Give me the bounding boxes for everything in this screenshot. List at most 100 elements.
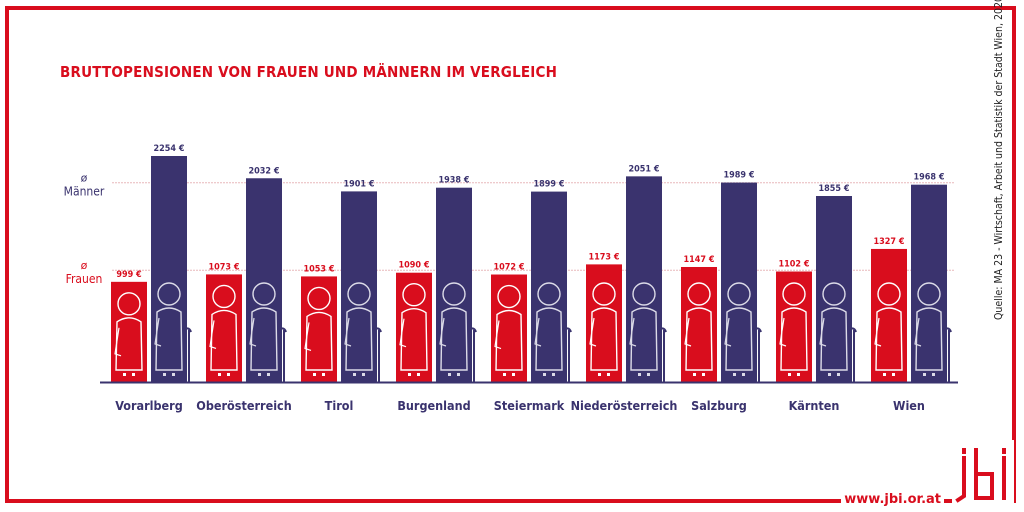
figure-head bbox=[917, 282, 941, 306]
figure-foot bbox=[552, 373, 555, 376]
category-label: Wien bbox=[893, 398, 925, 413]
cane-handle bbox=[752, 327, 762, 333]
figure-head bbox=[632, 282, 656, 306]
figure-arm bbox=[249, 317, 257, 347]
figure-arm bbox=[684, 317, 692, 347]
value-label-men: 2254 € bbox=[154, 144, 185, 154]
figure-arm bbox=[439, 317, 447, 347]
figure-body bbox=[305, 311, 333, 371]
figure-body bbox=[535, 307, 563, 371]
figure-foot bbox=[647, 373, 650, 376]
figure-arm bbox=[304, 322, 312, 351]
figure-body bbox=[495, 309, 523, 371]
figure-body bbox=[250, 307, 278, 371]
figure-body bbox=[875, 307, 903, 371]
figure-foot bbox=[693, 373, 696, 376]
grandmother-figure-icon bbox=[494, 284, 523, 376]
figure-foot bbox=[362, 373, 365, 376]
cane-handle bbox=[372, 327, 382, 333]
grandfather-figure-icon bbox=[344, 282, 382, 382]
figure-foot bbox=[408, 373, 411, 376]
average-label-women: Frauen bbox=[66, 272, 103, 286]
cane-handle bbox=[467, 327, 477, 333]
category-label: Steiermark bbox=[494, 398, 565, 413]
figure-body bbox=[440, 307, 468, 371]
grandfather-figure-icon bbox=[154, 282, 192, 382]
figure-head bbox=[592, 282, 616, 306]
category-label: Niederösterreich bbox=[571, 398, 678, 413]
website-link[interactable]: www.jbi.or.at bbox=[841, 492, 944, 508]
value-label-women: 1327 € bbox=[874, 237, 905, 247]
figure-arm bbox=[399, 318, 407, 348]
figure-body bbox=[725, 307, 753, 371]
category-label: Burgenland bbox=[397, 398, 470, 413]
figure-foot bbox=[353, 373, 356, 376]
value-label-women: 1090 € bbox=[399, 261, 430, 271]
category-label: Vorarlberg bbox=[115, 398, 183, 413]
grandmother-figure-icon bbox=[399, 283, 428, 376]
cane-handle bbox=[847, 327, 857, 333]
figure-body bbox=[345, 307, 373, 371]
value-label-women: 1072 € bbox=[494, 263, 525, 273]
grandfather-figure-icon bbox=[439, 282, 477, 382]
figure-foot bbox=[172, 373, 175, 376]
figure-head bbox=[877, 282, 901, 306]
figure-foot bbox=[267, 373, 270, 376]
figure-head bbox=[687, 282, 711, 306]
figure-foot bbox=[883, 373, 886, 376]
figure-foot bbox=[163, 373, 166, 376]
grandfather-figure-icon bbox=[914, 282, 952, 382]
value-label-men: 2051 € bbox=[629, 164, 660, 174]
figure-arm bbox=[534, 317, 542, 347]
source-note: Quelle: MA 23 - Wirtschaft, Arbeit und S… bbox=[993, 0, 1005, 320]
figure-foot bbox=[227, 373, 230, 376]
value-label-women: 999 € bbox=[116, 270, 142, 280]
figure-head bbox=[442, 282, 466, 306]
grandmother-figure-icon bbox=[779, 282, 808, 376]
grandmother-figure-icon bbox=[589, 282, 618, 376]
value-label-men: 1938 € bbox=[439, 176, 470, 186]
figure-body bbox=[210, 309, 238, 371]
figure-foot bbox=[132, 373, 135, 376]
figure-foot bbox=[448, 373, 451, 376]
value-label-men: 1855 € bbox=[819, 184, 850, 194]
figure-arm bbox=[209, 320, 217, 349]
figure-arm bbox=[589, 317, 597, 347]
figure-foot bbox=[702, 373, 705, 376]
cane-handle bbox=[657, 327, 667, 333]
figure-arm bbox=[154, 317, 162, 347]
average-symbol-women: ø bbox=[81, 259, 88, 272]
figure-foot bbox=[417, 373, 420, 376]
category-label: Oberösterreich bbox=[196, 398, 291, 413]
figure-arm bbox=[494, 320, 502, 350]
figure-head bbox=[497, 284, 521, 309]
average-symbol-men: ø bbox=[81, 172, 88, 185]
figure-foot bbox=[788, 373, 791, 376]
figure-arm bbox=[724, 317, 732, 347]
grandmother-figure-icon bbox=[209, 284, 238, 376]
figure-head bbox=[212, 284, 236, 309]
category-label: Kärnten bbox=[789, 398, 840, 413]
figure-body bbox=[780, 307, 808, 371]
grandmother-figure-icon bbox=[874, 282, 903, 376]
figure-head bbox=[347, 282, 371, 306]
value-label-women: 1173 € bbox=[589, 252, 620, 262]
figure-foot bbox=[258, 373, 261, 376]
figure-foot bbox=[733, 373, 736, 376]
figure-foot bbox=[923, 373, 926, 376]
category-label: Salzburg bbox=[691, 398, 747, 413]
figure-foot bbox=[598, 373, 601, 376]
figure-foot bbox=[638, 373, 641, 376]
figure-head bbox=[307, 286, 331, 311]
figure-foot bbox=[123, 373, 126, 376]
chart-title: BRUTTOPENSIONEN VON FRAUEN UND MÄNNERN I… bbox=[60, 63, 558, 81]
figure-foot bbox=[837, 373, 840, 376]
figure-body bbox=[155, 307, 183, 371]
figure-body bbox=[400, 308, 428, 371]
figure-head bbox=[157, 282, 181, 306]
value-label-men: 2032 € bbox=[249, 166, 280, 176]
figure-arm bbox=[779, 317, 787, 347]
figure-foot bbox=[797, 373, 800, 376]
category-label: Tirol bbox=[325, 398, 354, 413]
value-label-women: 1147 € bbox=[684, 255, 715, 265]
